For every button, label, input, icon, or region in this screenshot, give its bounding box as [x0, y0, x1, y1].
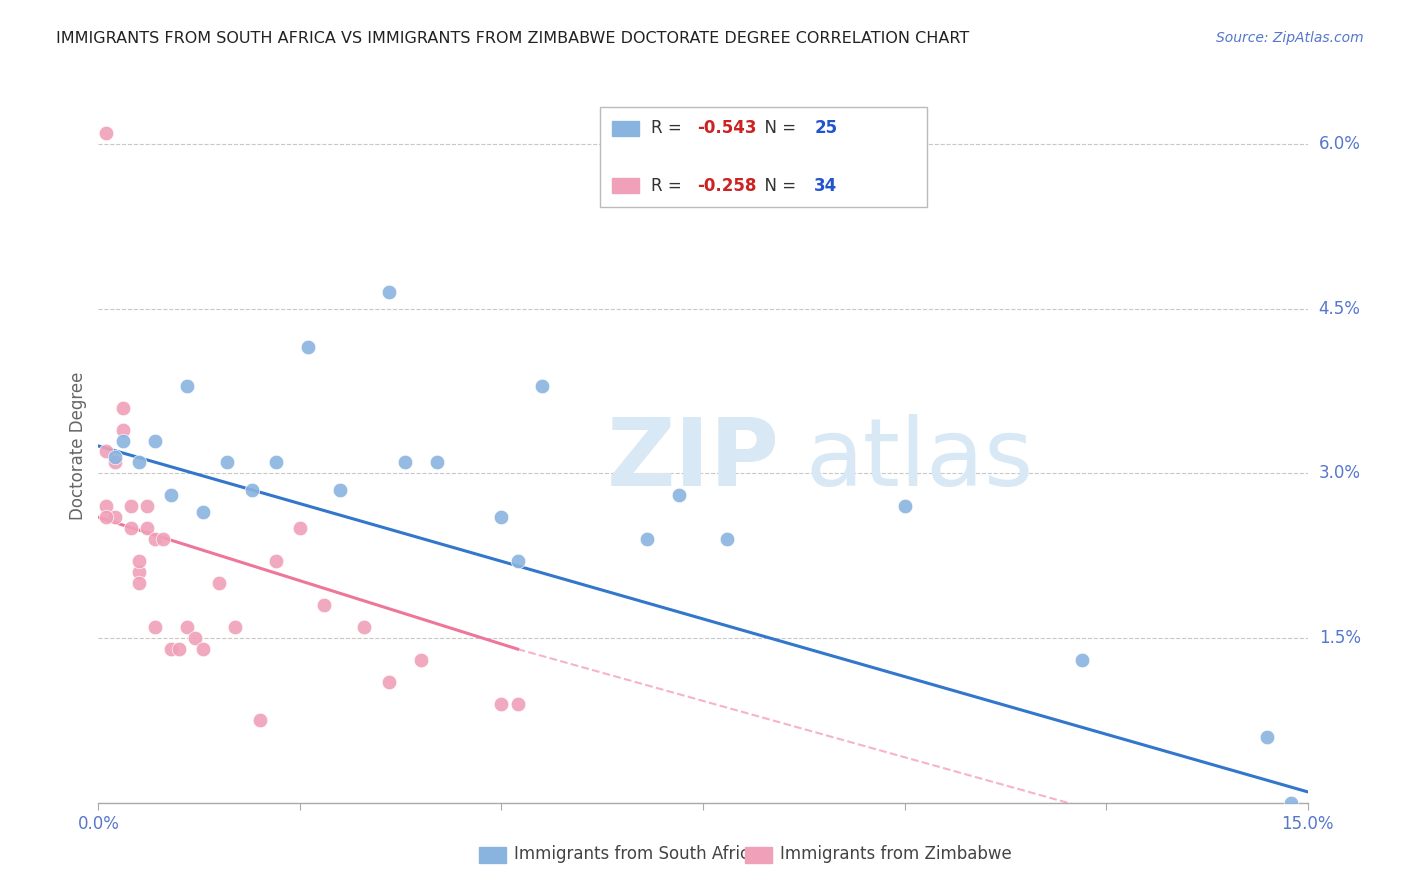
Point [506, 697, 529, 711]
Point [668, 488, 690, 502]
Point [96, 500, 118, 514]
Point [96, 126, 118, 140]
Point [193, 505, 215, 519]
Text: 34: 34 [814, 177, 838, 194]
FancyBboxPatch shape [479, 847, 506, 863]
Point [160, 488, 183, 502]
Point [288, 521, 311, 535]
Point [353, 620, 375, 634]
Text: 4.5%: 4.5% [1319, 300, 1361, 318]
FancyBboxPatch shape [612, 178, 638, 194]
Point [893, 500, 915, 514]
Point [264, 455, 287, 469]
Point [176, 378, 198, 392]
Point [103, 510, 125, 524]
Point [143, 533, 166, 547]
Point [128, 554, 150, 568]
Point [128, 566, 150, 580]
Point [249, 714, 271, 728]
Point [96, 444, 118, 458]
Point [297, 340, 319, 354]
Point [1070, 653, 1092, 667]
Point [636, 533, 658, 547]
Point [120, 500, 142, 514]
Point [111, 401, 134, 415]
Point [530, 378, 553, 392]
Point [377, 675, 399, 690]
Point [96, 510, 118, 524]
Point [506, 554, 529, 568]
Text: R =: R = [651, 177, 688, 194]
Point [264, 554, 287, 568]
Point [394, 455, 416, 469]
Point [167, 642, 190, 657]
Point [409, 653, 432, 667]
Point [111, 423, 134, 437]
Text: 25: 25 [814, 120, 838, 137]
Point [184, 631, 207, 645]
Text: Immigrants from Zimbabwe: Immigrants from Zimbabwe [780, 846, 1012, 863]
FancyBboxPatch shape [745, 847, 772, 863]
Text: 6.0%: 6.0% [1319, 135, 1361, 153]
Text: N =: N = [754, 177, 801, 194]
Point [1281, 796, 1303, 810]
Point [193, 642, 215, 657]
FancyBboxPatch shape [600, 107, 927, 207]
Point [111, 434, 134, 448]
Point [176, 620, 198, 634]
Text: -0.258: -0.258 [697, 177, 756, 194]
Point [135, 521, 157, 535]
Point [103, 450, 125, 464]
Point [143, 620, 166, 634]
Text: 3.0%: 3.0% [1319, 465, 1361, 483]
Text: IMMIGRANTS FROM SOUTH AFRICA VS IMMIGRANTS FROM ZIMBABWE DOCTORATE DEGREE CORREL: IMMIGRANTS FROM SOUTH AFRICA VS IMMIGRAN… [56, 31, 970, 46]
Point [716, 533, 738, 547]
Point [160, 642, 183, 657]
Point [143, 434, 166, 448]
Text: ZIP: ZIP [606, 414, 779, 507]
Point [135, 500, 157, 514]
Point [491, 697, 513, 711]
Point [240, 483, 263, 497]
Text: R =: R = [651, 120, 688, 137]
Point [426, 455, 449, 469]
Point [103, 455, 125, 469]
Point [377, 285, 399, 300]
Point [120, 521, 142, 535]
Text: 1.5%: 1.5% [1319, 629, 1361, 647]
Point [1256, 730, 1278, 744]
Text: atlas: atlas [806, 414, 1033, 507]
Point [314, 598, 336, 612]
Point [128, 455, 150, 469]
Point [224, 620, 246, 634]
Point [208, 576, 231, 591]
Text: -0.543: -0.543 [697, 120, 756, 137]
Point [491, 510, 513, 524]
FancyBboxPatch shape [612, 120, 638, 136]
Text: N =: N = [754, 120, 801, 137]
Point [217, 455, 239, 469]
Y-axis label: Doctorate Degree: Doctorate Degree [69, 372, 87, 520]
Point [329, 483, 352, 497]
Point [152, 533, 174, 547]
Text: Immigrants from South Africa: Immigrants from South Africa [515, 846, 759, 863]
Point [128, 576, 150, 591]
Text: Source: ZipAtlas.com: Source: ZipAtlas.com [1216, 31, 1364, 45]
